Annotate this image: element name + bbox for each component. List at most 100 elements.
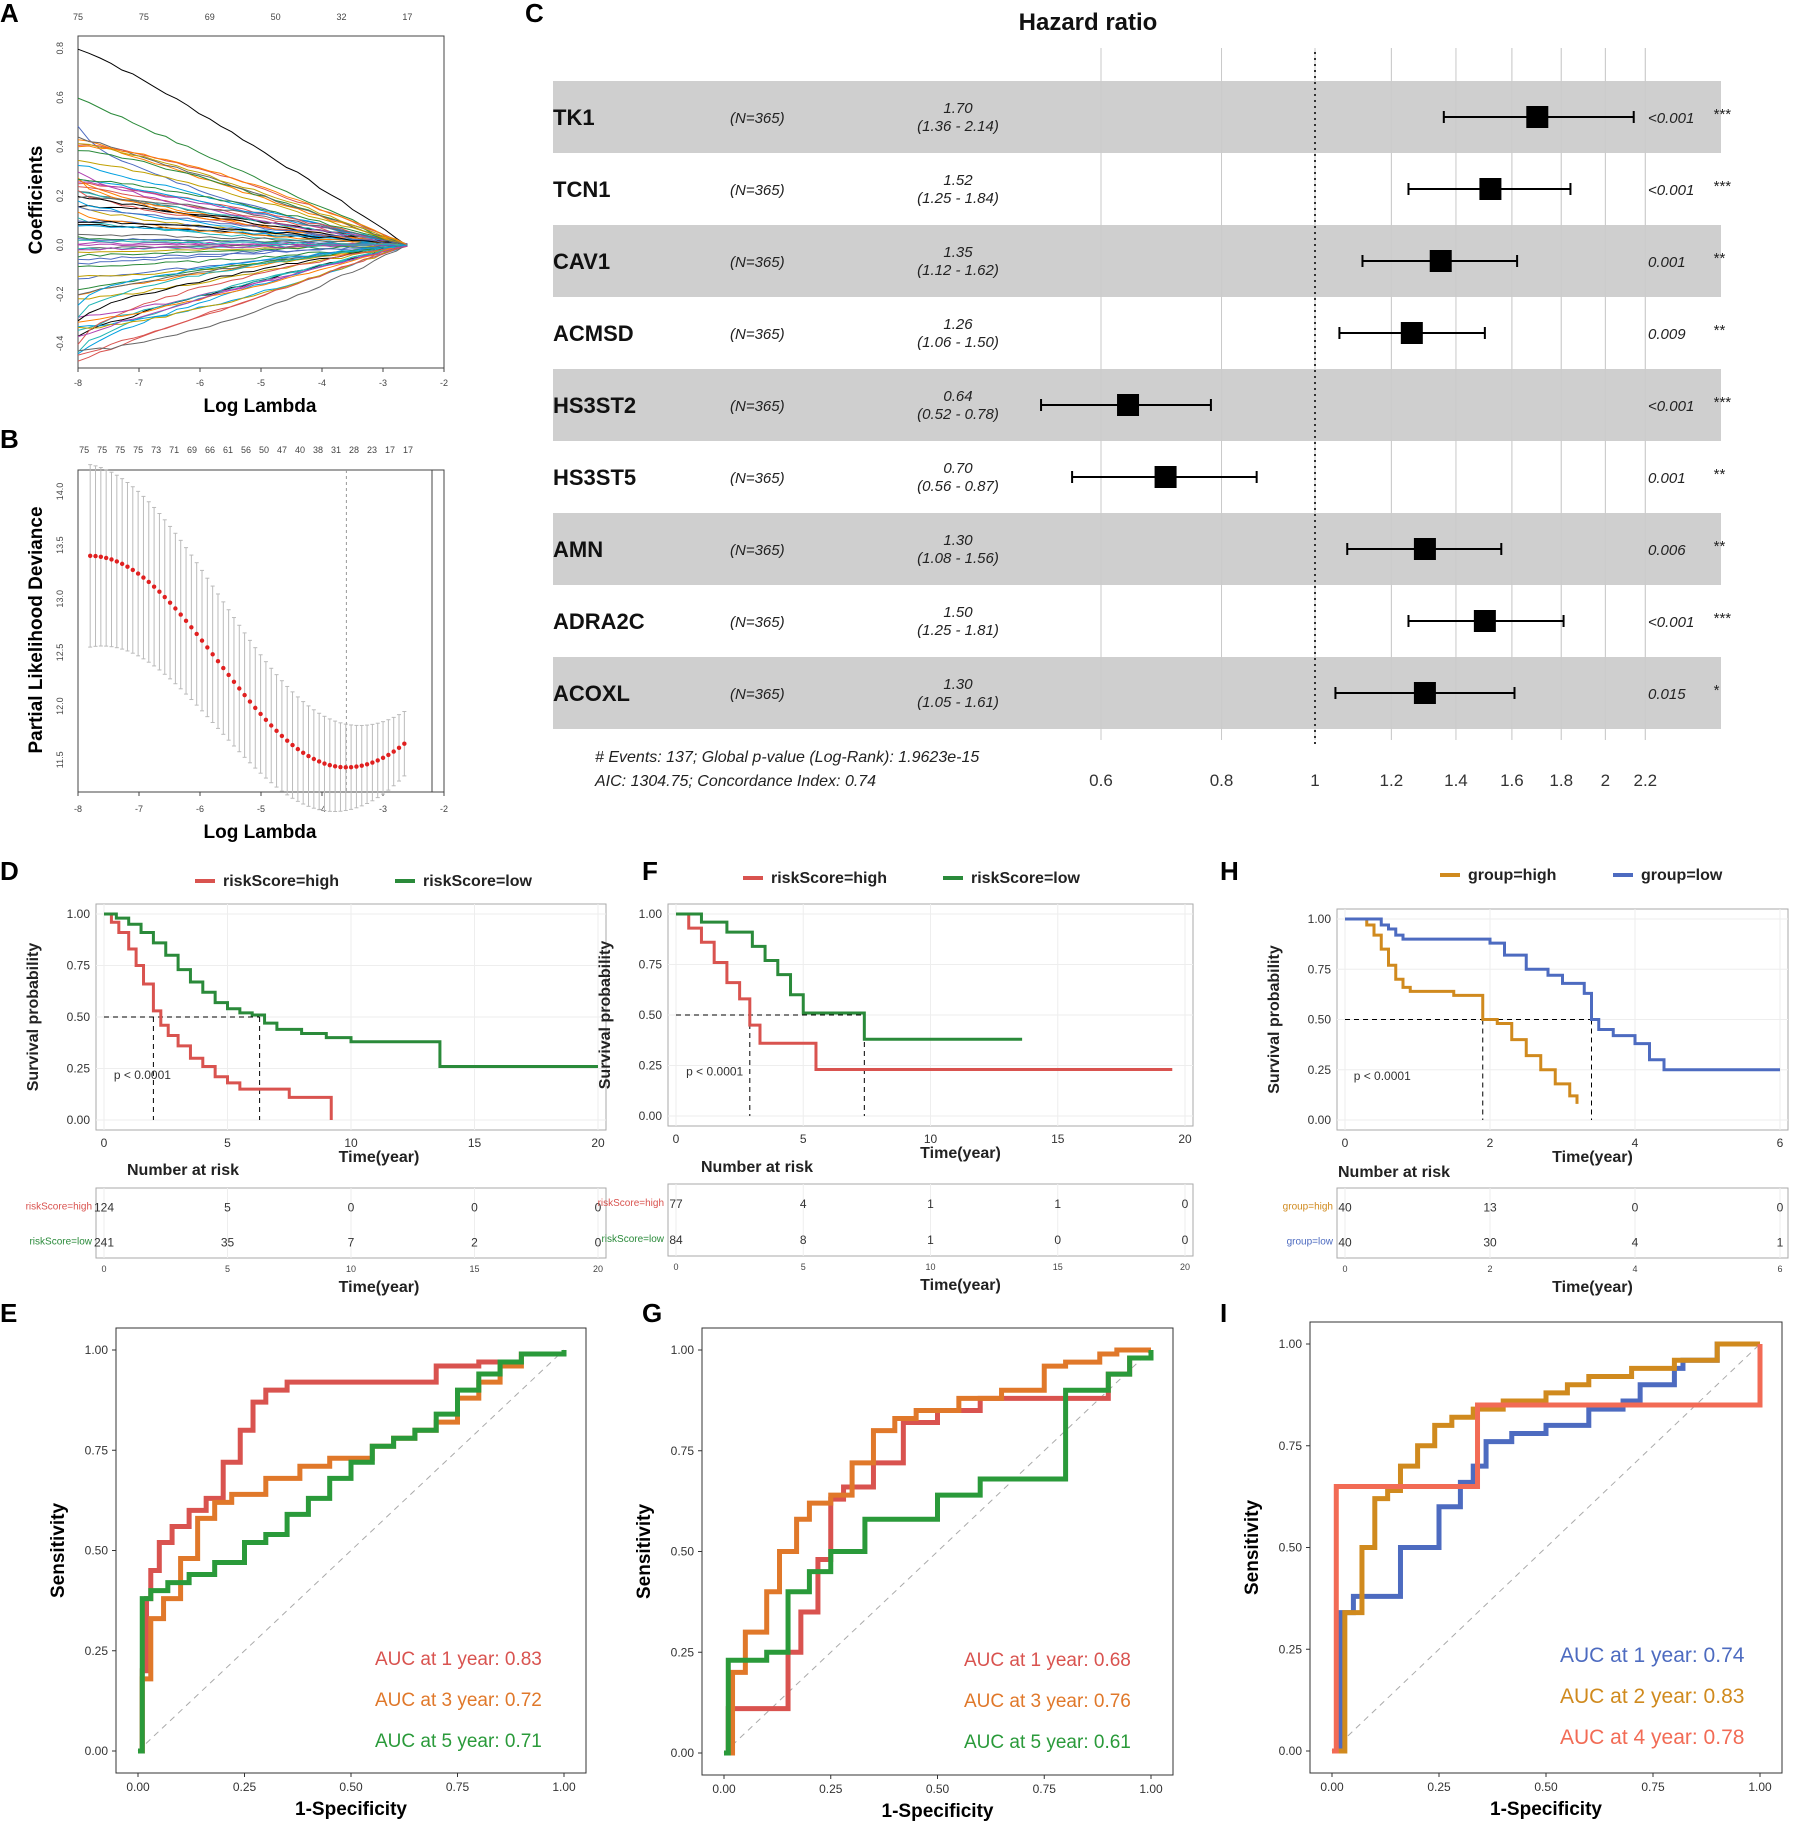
panel-D-risk-xlabel: Time(year) — [339, 1279, 420, 1296]
panel-F-legend-label: riskScore=low — [971, 870, 1081, 887]
panel-H-risk-value: 4 — [1632, 1236, 1639, 1250]
panel-b-top-tick: 75 — [79, 445, 89, 455]
panel-a-xtick: -8 — [74, 378, 82, 388]
panel-c-n-label: (N=365) — [730, 110, 785, 127]
panel-c-row-band — [553, 513, 1721, 585]
panel-D-legend-label: riskScore=high — [223, 873, 339, 890]
panel-F-risk-label: riskScore=low — [601, 1234, 664, 1245]
panel-b-xtick: -6 — [196, 804, 204, 814]
panel-b-point — [391, 749, 396, 754]
panel-D-risk-value: 0 — [471, 1201, 478, 1215]
panel-letter-A: A — [0, 0, 19, 28]
panel-a-coef-path — [77, 177, 408, 247]
panel-I-roc-curve — [1332, 1341, 1760, 1754]
panel-G-ytick: 0.50 — [671, 1545, 695, 1559]
panel-a-coef-path — [77, 145, 408, 246]
panel-D-ytick: 0.75 — [67, 959, 91, 973]
panel-a-coef-path — [77, 178, 408, 246]
panel-b-point — [290, 742, 295, 748]
panel-H-risk-value: 0 — [1632, 1201, 1639, 1215]
panel-c-hr-square — [1479, 178, 1502, 200]
panel-H-risk-value: 40 — [1338, 1236, 1352, 1250]
panel-G-diagonal — [723, 1349, 1152, 1754]
panel-a-coef-path — [77, 239, 408, 247]
panel-F-risk-value: 4 — [800, 1197, 807, 1211]
panel-a-coef-path — [77, 195, 408, 246]
panel-c-pvalue: 0.015 — [1648, 686, 1686, 703]
panel-H-ytick: 0.00 — [1308, 1113, 1332, 1127]
panel-a-xtick: -5 — [257, 378, 265, 388]
panel-b-point — [189, 625, 194, 630]
panel-c-pvalue: <0.001 — [1648, 398, 1694, 415]
panel-G-roc-curve — [724, 1347, 1151, 1756]
panel-a-ytick: 0.2 — [55, 190, 65, 203]
panel-c-n-label: (N=365) — [730, 326, 785, 343]
panel-a-coef-path — [77, 243, 408, 352]
panel-F-ytick: 1.00 — [639, 907, 663, 921]
panel-H-risk-label: group=high — [1283, 1202, 1333, 1213]
panel-c-ci-value: (1.06 - 1.50) — [917, 334, 999, 351]
panel-a-ytick: 0.0 — [55, 239, 65, 252]
panel-c-title: Hazard ratio — [1019, 9, 1158, 36]
panel-b-xtick: -8 — [74, 804, 82, 814]
panel-b-point — [162, 594, 167, 600]
panel-c-n-label: (N=365) — [730, 614, 785, 631]
panel-b-point — [247, 699, 253, 704]
panel-E-auc-label: AUC at 3 year: 0.72 — [375, 1690, 542, 1711]
panel-c-gene-label: TCN1 — [553, 177, 610, 202]
panel-D-risk-value: 0 — [595, 1236, 602, 1250]
panel-b-point — [279, 733, 285, 739]
panel-H-ytick: 0.75 — [1308, 962, 1332, 976]
panel-b-ytick: 12.0 — [55, 697, 65, 715]
panel-D-ytick: 0.00 — [67, 1113, 91, 1127]
panel-b-point — [167, 600, 173, 605]
panel-F-xtick: 20 — [1178, 1132, 1192, 1146]
panel-c-pvalue: <0.001 — [1648, 110, 1694, 127]
panel-H-xtick: 4 — [1632, 1136, 1639, 1150]
panel-D-risk-value: 124 — [94, 1201, 114, 1215]
panel-c-sig: *** — [1713, 106, 1732, 123]
panel-b-xtick: -5 — [257, 804, 265, 814]
panel-E-ytick: 0.00 — [85, 1744, 109, 1758]
panel-b-xtick: -7 — [135, 804, 143, 814]
panel-D-risk-value: 7 — [348, 1236, 355, 1250]
panel-a-top-tick: 32 — [337, 12, 347, 22]
panel-c-gene-label: ACMSD — [553, 321, 634, 346]
panel-b-point — [199, 638, 205, 643]
panel-c-hr-square — [1117, 394, 1140, 416]
panel-a-top-tick: 75 — [73, 12, 83, 22]
panel-D-risk-value: 2 — [471, 1236, 478, 1250]
panel-c-ci-value: (1.25 - 1.81) — [917, 622, 999, 639]
panel-H-km-curve — [1345, 917, 1780, 1072]
panel-b-point — [178, 612, 183, 617]
panel-c-sig: ** — [1713, 466, 1726, 483]
panel-G-ylabel: Sensitivity — [634, 1504, 655, 1599]
panel-a-coef-path — [77, 244, 408, 261]
panel-F-risk-xtick: 0 — [673, 1262, 678, 1272]
panel-b-top-tick: 69 — [187, 445, 197, 455]
panel-b-point — [146, 579, 151, 585]
panel-H-legend-label: group=low — [1641, 867, 1723, 884]
panel-D-xtick: 10 — [344, 1136, 358, 1150]
panel-b-top-tick: 28 — [349, 445, 359, 455]
panel-a-coef-path — [77, 244, 408, 345]
panel-H-risk-xlabel: Time(year) — [1552, 1279, 1633, 1296]
panel-D-risk-xtick: 5 — [225, 1264, 230, 1274]
panel-a-coef-path — [77, 245, 408, 337]
panel-b-point — [263, 717, 269, 723]
panel-c-hr-value: 1.50 — [943, 604, 973, 621]
panel-b-point — [295, 746, 301, 752]
panel-b-top-tick: 75 — [97, 445, 107, 455]
panel-b-top-tick: 61 — [223, 445, 233, 455]
panel-c-hr-square — [1473, 610, 1496, 632]
panel-b-point — [119, 561, 125, 567]
panel-F-km-curve — [676, 912, 1023, 1041]
panel-b-ytick: 14.0 — [55, 483, 65, 501]
panel-E-auc-label: AUC at 1 year: 0.83 — [375, 1649, 542, 1670]
panel-H-risk-value: 30 — [1483, 1236, 1497, 1250]
panel-c-hr-value: 1.52 — [943, 172, 973, 189]
panel-c-ci-value: (0.56 - 0.87) — [917, 478, 999, 495]
panel-D-risk-xtick: 20 — [593, 1264, 603, 1274]
panel-b-ytick: 13.5 — [55, 536, 65, 554]
panel-b-top-tick: 17 — [385, 445, 395, 455]
